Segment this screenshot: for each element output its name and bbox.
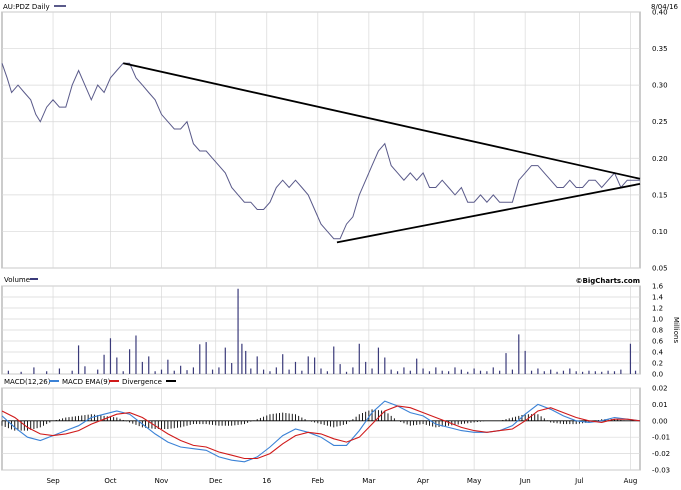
- volume-y-tick-label: 1.6: [652, 283, 664, 291]
- price-y-tick-label: 0.35: [652, 45, 668, 53]
- macd-panel: [1, 387, 641, 471]
- price-y-tick-label: 0.10: [652, 228, 668, 236]
- x-tick-label: Nov: [155, 477, 169, 485]
- ticker-label: AU:PDZ Daily: [3, 3, 50, 11]
- macd-title: MACD(12,26): [4, 378, 51, 386]
- axis-layer: Sep Oct Nov Dec 16 Feb Mar Apr May Jun Jul Aug 0.40 0…: [46, 9, 670, 486]
- price-y-tick-label: 0.15: [652, 191, 668, 199]
- volume-y-tick-label: 0.0: [652, 371, 663, 379]
- divergence-title: Divergence: [122, 378, 162, 386]
- ema-line: [1, 405, 641, 460]
- volume-y-tick-label: 1.0: [652, 316, 663, 324]
- price-y-tick-label: 0.40: [652, 9, 668, 17]
- x-tick-label: Aug: [624, 477, 638, 485]
- macd-y-tick-label: 0.01: [652, 401, 668, 409]
- volume-y-tick-label: 0.6: [652, 338, 664, 346]
- price-layer: [1, 62, 641, 244]
- macd-y-tick-label: -0.01: [652, 434, 670, 442]
- macd-layer: [1, 400, 641, 463]
- price-y-tick-label: 0.25: [652, 118, 668, 126]
- price-y-tick-label: 0.05: [652, 265, 668, 273]
- x-tick-label: Feb: [312, 477, 325, 485]
- volume-y-tick-label: 0.2: [652, 360, 663, 368]
- x-tick-label: Mar: [362, 477, 375, 485]
- volume-title: Volume: [4, 276, 30, 284]
- volume-axis-label: Millions: [672, 317, 680, 344]
- x-tick-label: Dec: [209, 477, 223, 485]
- x-tick-label: Jun: [519, 477, 531, 485]
- volume-y-tick-label: 1.2: [652, 305, 663, 313]
- price-y-tick-label: 0.30: [652, 82, 668, 90]
- x-tick-label: 16: [262, 477, 271, 485]
- macd-y-tick-label: -0.02: [652, 450, 670, 458]
- chart-date: 8/04/16: [651, 3, 679, 11]
- price-panel: [1, 11, 641, 269]
- macd-y-tick-label: 0.00: [652, 417, 668, 425]
- volume-layer: [7, 288, 637, 374]
- bigcharts-logo: ©BigCharts.com: [576, 277, 640, 285]
- price-y-tick-label: 0.20: [652, 155, 668, 163]
- x-tick-label: May: [467, 477, 481, 485]
- macd-line: [1, 400, 641, 463]
- x-tick-label: Sep: [46, 477, 60, 485]
- volume-y-tick-label: 0.4: [652, 349, 664, 357]
- volume-y-tick-label: 0.8: [652, 327, 663, 335]
- macd-y-tick-label: -0.03: [652, 467, 670, 475]
- grid-layer: [2, 11, 640, 471]
- trendline: [123, 62, 641, 180]
- trendline: [336, 183, 641, 244]
- ema-title: MACD EMA(9): [62, 378, 111, 386]
- macd-y-tick-label: 0.02: [652, 385, 668, 393]
- x-tick-label: Jul: [574, 477, 584, 485]
- volume-y-tick-label: 1.4: [652, 294, 664, 302]
- x-tick-label: Oct: [104, 477, 116, 485]
- x-tick-label: Apr: [417, 477, 429, 485]
- price-line: [1, 62, 640, 240]
